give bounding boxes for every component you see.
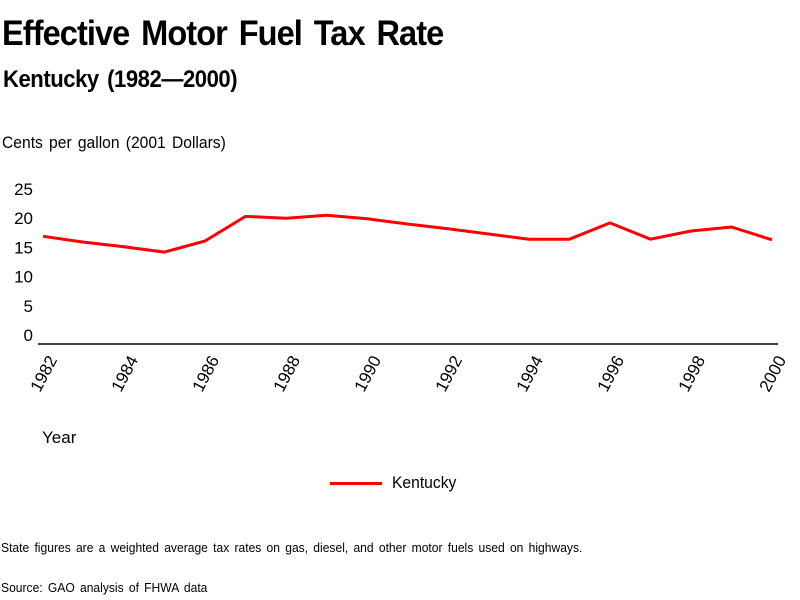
y-tick-label: 15 — [14, 238, 33, 257]
legend-swatch-kentucky — [330, 481, 382, 485]
chart-title: Effective Motor Fuel Tax Rate — [2, 14, 444, 53]
y-axis-label: Cents per gallon (2001 Dollars) — [2, 133, 226, 152]
x-tick-label: 1988 — [270, 353, 305, 395]
x-tick-label: 1990 — [351, 353, 386, 395]
x-tick-label: 1986 — [189, 353, 224, 395]
x-tick-label: 1992 — [432, 353, 467, 395]
y-tick-label: 10 — [14, 268, 33, 287]
x-tick-label: 1998 — [675, 353, 710, 395]
x-axis-ticks: 1982 1984 1986 1988 1990 1992 1994 1996 1998 2000 — [27, 353, 791, 395]
y-tick-label: 25 — [14, 180, 33, 199]
source-note: Source: GAO analysis of FHWA data — [1, 580, 208, 595]
y-tick-label: 5 — [24, 297, 33, 316]
x-tick-label: 1982 — [27, 353, 62, 395]
legend: Kentucky — [330, 472, 462, 494]
x-tick-label: 1984 — [108, 353, 143, 395]
chart-subtitle: Kentucky (1982—2000) — [3, 66, 238, 93]
y-tick-label: 0 — [24, 326, 33, 345]
y-tick-label: 20 — [14, 209, 33, 228]
footnote: State figures are a weighted average tax… — [1, 540, 583, 555]
x-tick-label: 2000 — [756, 353, 791, 395]
series-line-kentucky — [42, 213, 773, 254]
x-tick-label: 1994 — [513, 353, 548, 395]
series-group — [42, 213, 773, 254]
y-axis-ticks: 0 5 10 15 20 25 — [14, 180, 33, 345]
legend-label-kentucky: Kentucky — [392, 473, 457, 492]
x-tick-label: 1996 — [594, 353, 629, 395]
x-axis-label: Year — [42, 428, 77, 447]
